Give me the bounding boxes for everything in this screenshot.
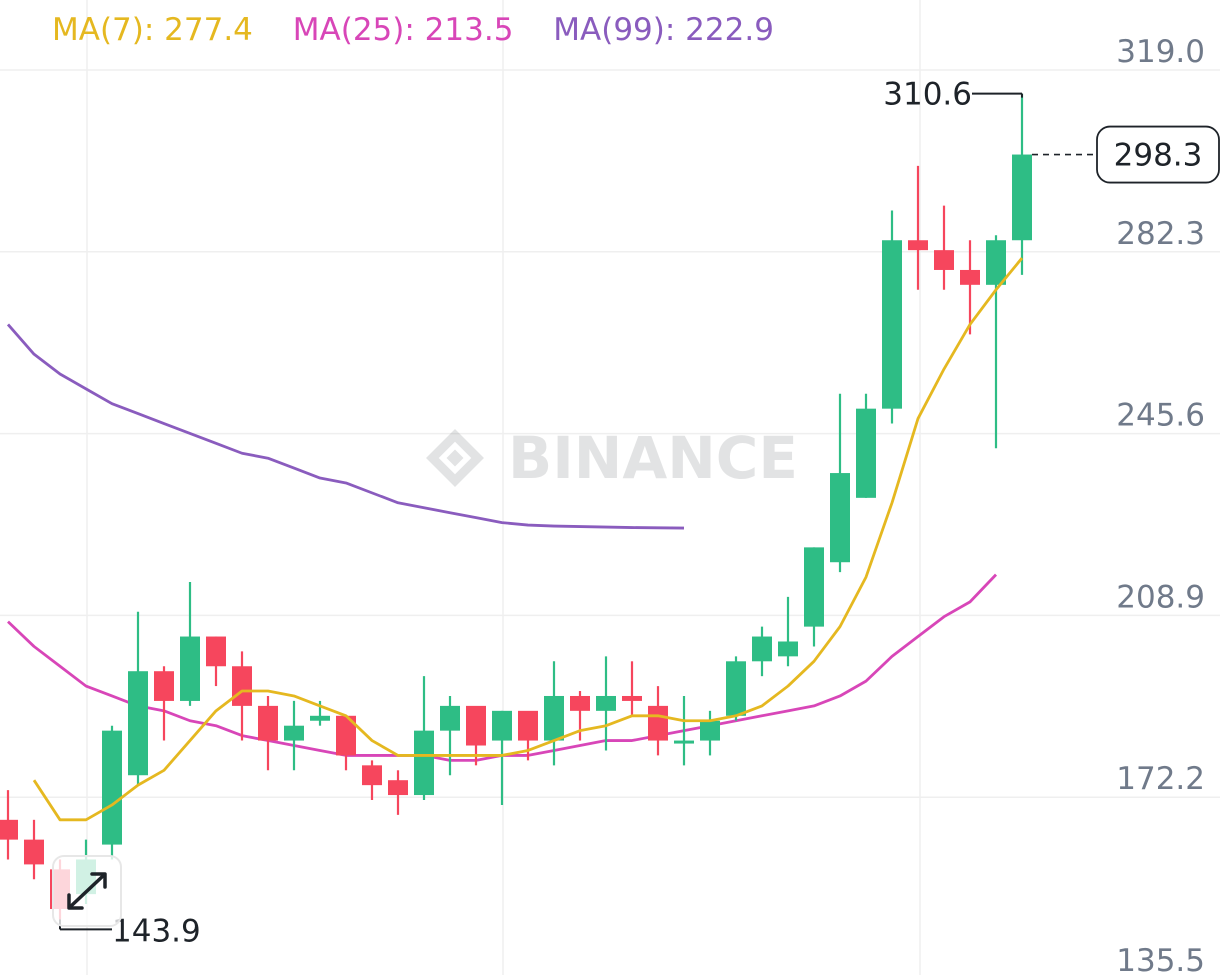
candle-body — [180, 636, 200, 701]
candle-body — [726, 661, 746, 716]
candle-body — [0, 819, 18, 840]
candle — [180, 582, 200, 706]
candle — [778, 596, 798, 667]
candle — [804, 547, 824, 647]
candle-body — [960, 269, 980, 285]
candle — [830, 393, 850, 573]
candle-body — [102, 730, 122, 845]
candle — [726, 656, 746, 721]
candle — [128, 611, 148, 786]
candle-body — [1012, 154, 1032, 241]
candle — [986, 235, 1006, 449]
candle — [960, 240, 980, 335]
candle-body — [778, 641, 798, 657]
candle-body — [648, 705, 668, 741]
candle — [856, 393, 876, 498]
candle-body — [24, 839, 44, 865]
candle — [934, 205, 954, 290]
candle — [258, 695, 278, 771]
candle — [518, 710, 538, 761]
candle — [154, 666, 174, 741]
candle — [700, 710, 720, 756]
candle-body — [440, 705, 460, 731]
candle-body — [128, 671, 148, 776]
price-tick-label: 208.9 — [1116, 579, 1205, 615]
binance-watermark: BINANCE — [426, 424, 798, 492]
candle-body — [258, 705, 278, 741]
candle — [206, 636, 226, 687]
watermark-text: BINANCE — [508, 424, 798, 492]
candle — [492, 710, 512, 805]
current-price-label: 298.3 — [1114, 138, 1203, 174]
candle — [0, 790, 18, 860]
candle-body — [388, 780, 408, 796]
price-tick-label: 135.5 — [1116, 943, 1205, 975]
candle-body — [154, 671, 174, 701]
candle — [648, 686, 668, 756]
candle-body — [466, 705, 486, 746]
candles — [0, 93, 1032, 920]
candle-body — [492, 710, 512, 741]
candle — [414, 676, 434, 801]
candle — [440, 695, 460, 776]
price-tick-label: 245.6 — [1116, 398, 1205, 434]
candle-body — [856, 408, 876, 498]
candle — [752, 626, 772, 677]
candle — [882, 210, 902, 424]
price-tick-label: 319.0 — [1116, 34, 1205, 70]
candle — [622, 661, 642, 716]
candle-body — [544, 695, 564, 741]
high-price-label: 310.6 — [883, 77, 972, 113]
price-tick-label: 172.2 — [1116, 761, 1205, 797]
price-markers: 310.6 143.9 298.3 — [59, 77, 1220, 949]
ma-legend: MA(7): 277.4 MA(25): 213.5 MA(99): 222.9 — [52, 12, 804, 48]
ma7-line — [32, 257, 1024, 822]
candle — [336, 715, 356, 771]
candle-body — [752, 636, 772, 662]
candle-body — [284, 725, 304, 741]
candle — [24, 819, 44, 880]
fullscreen-button[interactable] — [52, 855, 122, 927]
price-tick-label: 282.3 — [1116, 216, 1205, 252]
candle-body — [830, 473, 850, 563]
expand-arrows-icon — [67, 872, 107, 910]
candle-body — [622, 695, 642, 701]
candle — [1012, 93, 1032, 275]
candle-body — [804, 547, 824, 627]
candle-body — [934, 250, 954, 270]
ma7-legend: MA(7): 277.4 — [52, 12, 253, 48]
candle-body — [362, 765, 382, 786]
candle — [908, 165, 928, 290]
candle-body — [414, 730, 434, 796]
candle — [102, 725, 122, 860]
candle — [596, 656, 616, 751]
candle-body — [674, 740, 694, 744]
candle-body — [700, 720, 720, 741]
candle-body — [232, 666, 252, 706]
candle-body — [570, 695, 590, 711]
candle-body — [518, 710, 538, 741]
candle-body — [882, 240, 902, 409]
candle — [544, 661, 564, 766]
candle-body — [986, 240, 1006, 285]
candle — [388, 770, 408, 815]
candle — [284, 700, 304, 771]
candle-body — [596, 695, 616, 711]
ma25-legend: MA(25): 213.5 — [292, 12, 514, 48]
low-price-label: 143.9 — [112, 913, 201, 949]
ma99-line — [6, 323, 685, 530]
ma99-legend: MA(99): 222.9 — [553, 12, 774, 48]
candle — [570, 691, 590, 741]
candle-body — [310, 715, 330, 721]
candle-body — [206, 636, 226, 667]
candle-body — [336, 715, 356, 756]
current-price-box — [1096, 125, 1220, 184]
candle — [674, 695, 694, 766]
candle — [362, 760, 382, 801]
price-axis: 135.5 172.2 208.9 245.6 282.3 319.0 — [1116, 34, 1205, 975]
candle-body — [908, 240, 928, 251]
